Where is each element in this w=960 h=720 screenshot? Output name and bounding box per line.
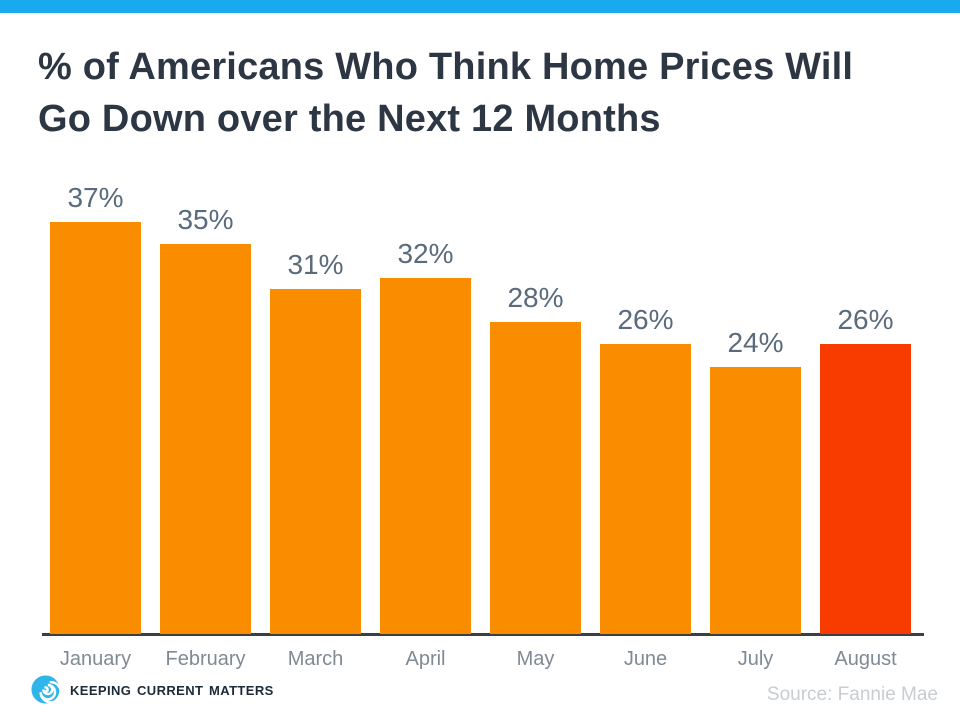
value-label: 31% [287, 249, 344, 280]
bar-february [160, 244, 251, 634]
x-axis-line [42, 633, 924, 636]
x-tick-label: January [59, 648, 132, 670]
value-label: 32% [397, 238, 454, 269]
kcm-logo: Keeping Current Matters [30, 674, 274, 705]
value-label: 37% [67, 182, 124, 213]
bar-march [270, 289, 361, 634]
value-label: 24% [727, 327, 784, 358]
bar-may [490, 322, 581, 634]
bar-january [50, 222, 141, 634]
value-label: 26% [837, 304, 894, 335]
x-tick-label: February [165, 648, 246, 670]
bar-april [380, 278, 471, 634]
bar-august [820, 344, 911, 634]
kcm-logo-text: Keeping Current Matters [70, 678, 274, 700]
top-accent-bar [0, 0, 960, 13]
bar-june [600, 344, 691, 634]
value-label: 28% [507, 282, 564, 313]
x-tick-label: June [623, 648, 668, 670]
x-tick-label: April [405, 648, 446, 670]
x-tick-label: August [834, 648, 897, 670]
bar-july [710, 367, 801, 634]
value-label: 26% [617, 304, 674, 335]
source-attribution: Source: Fannie Mae [766, 684, 938, 705]
page-title: % of Americans Who Think Home Prices Wil… [38, 46, 854, 140]
x-tick-label: May [516, 648, 555, 670]
x-tick-label: July [737, 648, 774, 670]
value-label: 35% [177, 204, 234, 235]
kcm-swirl-icon [31, 675, 61, 704]
x-tick-label: March [287, 648, 344, 670]
